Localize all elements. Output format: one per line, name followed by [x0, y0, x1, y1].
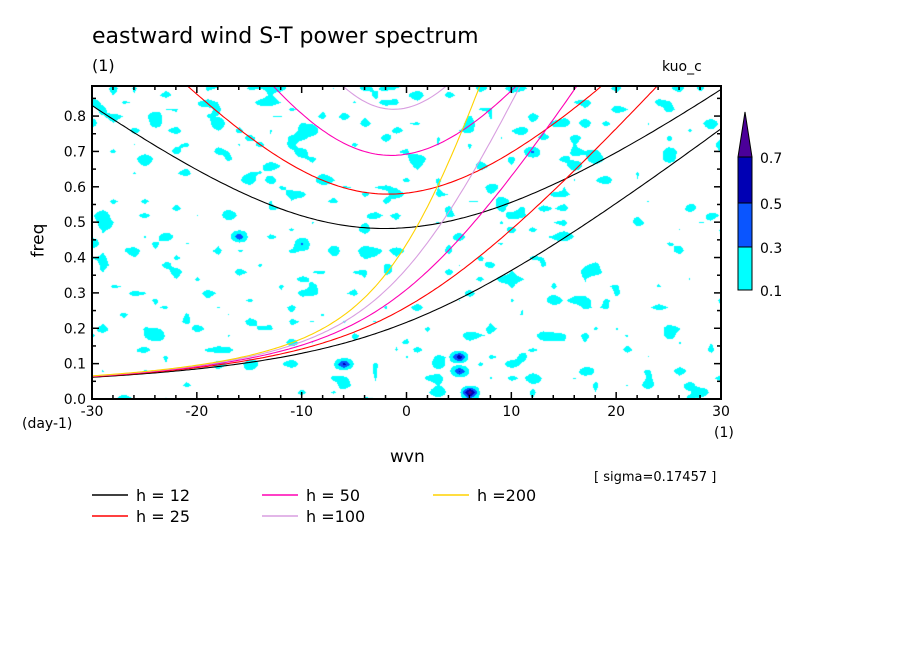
- legend-label-h200: h =200: [477, 486, 537, 505]
- colorbar-label: 0.7: [760, 151, 782, 167]
- dispersion-curve-h25-n2: [186, 86, 603, 195]
- dispersion-curve-h25-n0: [92, 86, 658, 378]
- x-axis-label: wvn: [390, 447, 425, 467]
- x-axis-unit: (1): [714, 425, 734, 441]
- colorbar-label: 0.5: [760, 197, 782, 213]
- y-tick-label: 0.4: [64, 251, 86, 267]
- power-spectrum-contour-field: [92, 86, 721, 399]
- dispersion-curve-h200-n2: [213, 0, 590, 55]
- y-tick-label: 0.3: [64, 286, 86, 302]
- chart-title: eastward wind S-T power spectrum: [92, 24, 479, 49]
- x-tick-label: 0: [402, 404, 411, 420]
- x-tick-label: 10: [502, 404, 520, 420]
- legend-label-h25: h = 25: [136, 507, 191, 526]
- y-tick-label: 0.0: [64, 392, 86, 408]
- y-tick-label: 0.6: [64, 180, 86, 196]
- chart-subtitle: (1): [92, 56, 115, 75]
- colorbar-label: 0.3: [760, 241, 782, 257]
- x-tick-label: 30: [712, 404, 730, 420]
- legend-label-h12: h = 12: [136, 486, 191, 505]
- y-tick-label: 0.1: [64, 357, 86, 373]
- y-axis-unit: (day-1): [22, 416, 73, 432]
- y-tick-label: 0.5: [64, 215, 86, 231]
- colorbar-box: [737, 246, 753, 291]
- dispersion-curve-h12-n0: [92, 128, 721, 378]
- y-tick-label: 0.8: [64, 109, 86, 125]
- model-label: kuo_c: [662, 59, 702, 75]
- y-tick-label: 0.7: [64, 144, 86, 160]
- legend-label-h50: h = 50: [306, 486, 361, 505]
- x-tick-label: -10: [290, 404, 313, 420]
- x-tick-label: -30: [81, 404, 104, 420]
- colorbar-label: 0.1: [760, 284, 782, 300]
- colorbar-triangle: [737, 111, 753, 158]
- x-tick-label: -20: [185, 404, 208, 420]
- dispersion-curve-h50-n2: [272, 86, 517, 156]
- colorbar-box: [737, 156, 753, 204]
- plot-frame: [91, 85, 722, 400]
- dispersion-curve-h12-n2: [92, 88, 721, 230]
- colorbar-box: [737, 202, 753, 248]
- sigma-label: [ sigma=0.17457 ]: [594, 470, 717, 485]
- dispersion-curve-h100-n0: [92, 86, 521, 377]
- dispersion-curve-h50-n0: [92, 86, 578, 377]
- dispersion-curve-h200-n0: [92, 86, 481, 377]
- legend-label-h100: h =100: [306, 507, 366, 526]
- dispersion-curve-h100-n2: [342, 86, 448, 110]
- x-tick-label: 20: [607, 404, 625, 420]
- y-tick-label: 0.2: [64, 321, 86, 337]
